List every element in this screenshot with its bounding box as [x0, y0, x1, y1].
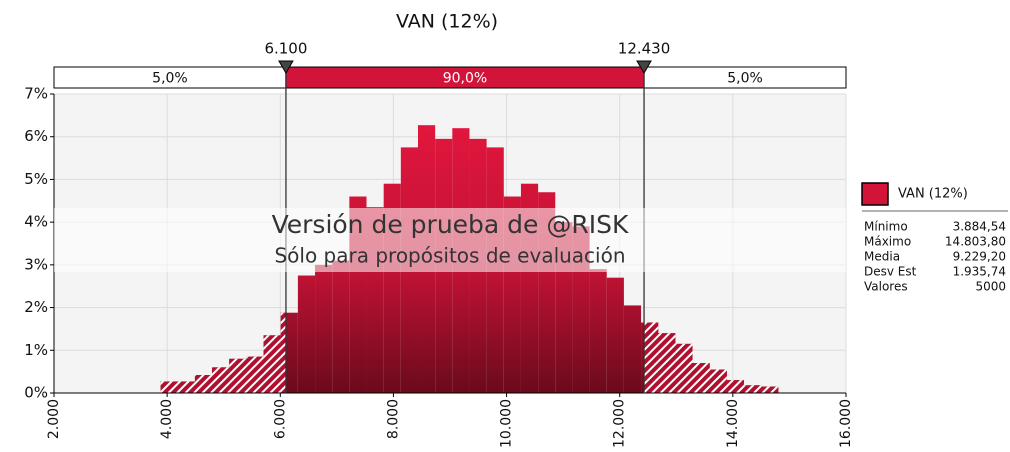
y-tick-label: 0%: [24, 384, 48, 402]
bar: [297, 275, 316, 393]
watermark-band: [54, 208, 846, 272]
x-tick-label: 12.000: [612, 399, 628, 448]
region-label: 5,0%: [152, 71, 188, 87]
bar-hatch: [229, 358, 247, 393]
bar-hatch: [177, 381, 195, 393]
bar: [589, 269, 607, 393]
stat-value: 3.884,54: [953, 220, 1006, 234]
stat-name: Desv Est: [864, 265, 917, 279]
delimiter-label: 6.100: [264, 40, 307, 58]
stat-name: Media: [864, 250, 900, 264]
bar-hatch: [263, 335, 281, 393]
stat-value: 14.803,80: [945, 235, 1006, 249]
bar: [332, 260, 350, 393]
legend-swatch: [861, 182, 889, 206]
x-tick-label: 10.000: [499, 399, 515, 448]
bar: [623, 305, 642, 393]
y-tick-label: 2%: [24, 298, 48, 316]
bar-hatch: [212, 367, 230, 393]
bar-hatch: [709, 369, 727, 393]
watermark-line: Versión de prueba de @RISK: [272, 210, 629, 239]
delimiter-marker: [278, 60, 294, 74]
bar-hatch: [194, 375, 213, 393]
x-tick-label: 14.000: [725, 399, 741, 448]
legend-label: VAN (12%): [898, 187, 968, 202]
y-tick-label: 6%: [24, 127, 48, 145]
stat-value: 5000: [975, 280, 1006, 294]
watermark-line: Sólo para propósitos de evaluación: [274, 244, 625, 268]
x-tick-label: 2.000: [46, 399, 62, 439]
stat-name: Mínimo: [864, 220, 908, 234]
bar-hatch: [246, 356, 264, 393]
y-tick-label: 3%: [24, 255, 48, 273]
y-tick-label: 1%: [24, 341, 48, 359]
bar-hatch: [658, 333, 676, 393]
x-tick-label: 8.000: [385, 399, 401, 439]
stat-name: Valores: [864, 280, 908, 294]
x-tick-label: 4.000: [159, 399, 175, 439]
y-tick-label: 7%: [24, 85, 48, 103]
stat-value: 1.935,74: [953, 265, 1006, 279]
bar-hatch: [744, 385, 762, 393]
chart-title: VAN (12%): [396, 11, 498, 33]
bar-hatch: [675, 343, 693, 393]
bar-hatch: [726, 380, 745, 393]
bar-hatch: [641, 322, 659, 393]
delimiter-marker: [636, 60, 652, 74]
region-label: 90,0%: [443, 71, 487, 87]
delimiter-label: 12.430: [618, 40, 671, 58]
stat-value: 9.229,20: [953, 250, 1006, 264]
y-tick-label: 5%: [24, 170, 48, 188]
stat-name: Máximo: [864, 235, 911, 249]
x-tick-label: 16.000: [838, 399, 854, 448]
bar-hatch: [761, 386, 779, 393]
bar: [315, 264, 333, 393]
bar: [606, 277, 624, 393]
bar-hatch: [692, 363, 710, 393]
y-tick-label: 4%: [24, 213, 48, 231]
x-tick-label: 6.000: [272, 399, 288, 439]
bar-hatch: [160, 381, 178, 393]
region-label: 5,0%: [727, 71, 763, 87]
